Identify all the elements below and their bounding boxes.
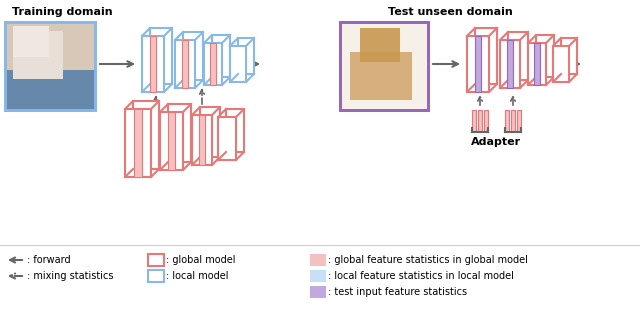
Bar — [340, 22, 428, 110]
Text: : global model: : global model — [166, 255, 236, 265]
Polygon shape — [200, 107, 220, 157]
Bar — [199, 115, 205, 165]
Text: Test unseen domain: Test unseen domain — [388, 7, 513, 17]
Bar — [484, 110, 488, 132]
Polygon shape — [218, 117, 236, 160]
Polygon shape — [150, 28, 172, 84]
Polygon shape — [133, 101, 159, 169]
Polygon shape — [183, 32, 203, 80]
Bar — [511, 110, 515, 132]
Bar — [5, 22, 95, 110]
Text: Training domain: Training domain — [12, 7, 112, 17]
Bar — [148, 270, 164, 282]
Bar — [211, 43, 216, 85]
Bar — [478, 110, 482, 132]
Bar — [5, 70, 95, 110]
Polygon shape — [508, 32, 528, 80]
Polygon shape — [238, 38, 254, 74]
Text: : local feature statistics in local model: : local feature statistics in local mode… — [328, 271, 514, 281]
Bar — [360, 28, 399, 61]
Polygon shape — [204, 43, 222, 85]
Polygon shape — [175, 40, 195, 88]
Bar — [534, 43, 540, 85]
Polygon shape — [553, 46, 569, 82]
Polygon shape — [561, 38, 577, 74]
Polygon shape — [168, 104, 191, 162]
Bar — [472, 110, 476, 132]
Polygon shape — [192, 115, 212, 165]
Polygon shape — [500, 40, 520, 88]
Polygon shape — [230, 46, 246, 82]
Bar — [134, 109, 141, 177]
Polygon shape — [142, 36, 164, 92]
Polygon shape — [475, 28, 497, 84]
Text: : mixing statistics: : mixing statistics — [27, 271, 113, 281]
Polygon shape — [125, 109, 151, 177]
Bar — [310, 270, 326, 282]
Text: Adapter: Adapter — [471, 137, 521, 147]
Bar — [13, 31, 63, 79]
Polygon shape — [467, 36, 489, 92]
Bar — [13, 26, 49, 57]
Polygon shape — [528, 43, 546, 85]
Text: : local model: : local model — [166, 271, 228, 281]
Bar — [148, 254, 164, 266]
Polygon shape — [212, 35, 230, 77]
Text: : forward: : forward — [27, 255, 70, 265]
Bar — [168, 112, 175, 170]
Bar — [310, 254, 326, 266]
Polygon shape — [226, 109, 244, 152]
Bar — [505, 110, 509, 132]
Text: : global feature statistics in global model: : global feature statistics in global mo… — [328, 255, 528, 265]
Bar — [475, 36, 481, 92]
Bar — [150, 36, 156, 92]
Text: : test input feature statistics: : test input feature statistics — [328, 287, 467, 297]
Polygon shape — [536, 35, 554, 77]
Bar — [507, 40, 513, 88]
Bar — [5, 22, 95, 110]
Bar — [340, 22, 428, 110]
Polygon shape — [160, 112, 183, 170]
Bar — [517, 110, 521, 132]
Bar — [350, 52, 412, 100]
Bar — [310, 286, 326, 298]
Bar — [182, 40, 188, 88]
